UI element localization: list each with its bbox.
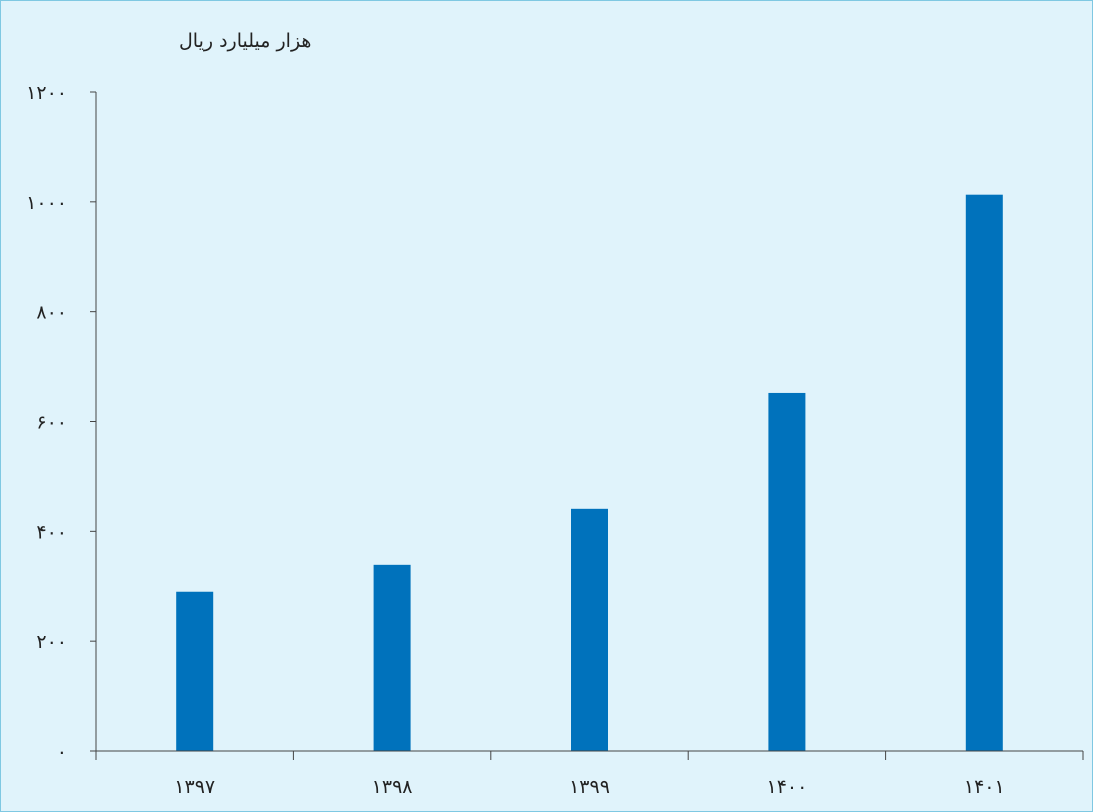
y-tick-label-2: ۴۰۰: [36, 521, 67, 543]
x-tick-label-1: ۱۳۹۸: [372, 776, 413, 798]
bar-0: [176, 591, 214, 751]
bar-4: [965, 194, 1003, 752]
bars-group: [176, 194, 1003, 752]
y-axis-unit-label: هزار میلیارد ریال: [179, 30, 311, 52]
x-tick-label-4: ۱۴۰۱: [964, 776, 1005, 798]
x-ticks-group: ۱۳۹۷ ۱۳۹۸ ۱۳۹۹ ۱۴۰۰ ۱۴۰۱: [95, 751, 1084, 798]
bar-1: [373, 564, 411, 751]
y-ticks-group: ۰ ۲۰۰ ۴۰۰ ۶۰۰ ۸۰۰ ۱۰۰۰ ۱۲۰۰: [26, 82, 96, 763]
x-tick-label-0: ۱۳۹۷: [174, 776, 215, 798]
axes-group: [95, 92, 1083, 760]
x-tick-label-2: ۱۳۹۹: [569, 776, 610, 798]
y-tick-label-1: ۲۰۰: [36, 631, 67, 653]
y-tick-label-4: ۸۰۰: [36, 302, 67, 324]
bar-3: [768, 392, 806, 751]
x-tick-label-3: ۱۴۰۰: [766, 776, 807, 798]
y-tick-label-6: ۱۲۰۰: [26, 82, 67, 104]
y-tick-label-3: ۶۰۰: [36, 412, 67, 434]
y-tick-label-0: ۰: [57, 741, 67, 763]
y-tick-label-5: ۱۰۰۰: [26, 192, 67, 214]
bar-2: [571, 508, 608, 751]
